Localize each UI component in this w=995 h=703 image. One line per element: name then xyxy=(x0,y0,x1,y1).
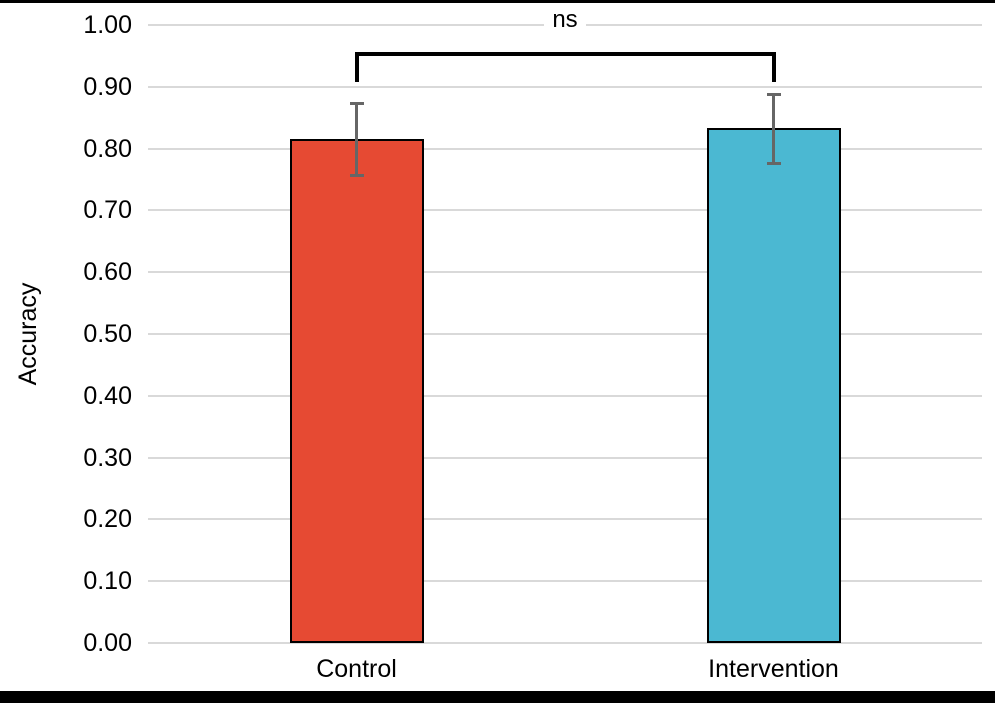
error-cap-bottom-control xyxy=(349,174,364,178)
y-tick-label: 0.00 xyxy=(83,629,132,657)
bar-intervention xyxy=(706,128,841,643)
error-bar-control xyxy=(355,102,358,177)
gridline xyxy=(148,333,982,335)
y-tick-label: 0.70 xyxy=(83,196,132,225)
gridline xyxy=(148,209,982,212)
significance-label: ns xyxy=(465,6,665,34)
y-tick-label: 0.60 xyxy=(83,258,132,287)
gridline xyxy=(148,580,982,583)
y-tick-label: 0.80 xyxy=(83,134,132,163)
bar-control xyxy=(289,139,424,643)
y-tick-label: 0.90 xyxy=(83,72,132,101)
error-cap-top-control xyxy=(349,102,364,106)
y-tick-label: 0.30 xyxy=(83,443,132,472)
gridline xyxy=(148,518,982,521)
y-tick-label: 0.20 xyxy=(83,505,132,534)
gridline xyxy=(148,271,982,274)
y-tick-label: 1.00 xyxy=(83,11,132,39)
gridline xyxy=(148,85,982,88)
category-label-intervention: Intervention xyxy=(708,655,839,683)
figure-bottom-border xyxy=(0,691,995,703)
gridline xyxy=(148,456,982,459)
gridline xyxy=(148,147,982,150)
plot-area xyxy=(148,24,982,644)
y-tick-label: 0.10 xyxy=(83,567,132,596)
significance-bracket xyxy=(354,52,776,82)
error-cap-bottom-intervention xyxy=(766,162,781,166)
error-bar-intervention xyxy=(772,92,775,165)
y-tick-label: 0.50 xyxy=(83,320,132,348)
error-cap-top-intervention xyxy=(766,92,781,96)
gridline xyxy=(148,394,982,397)
category-label-control: Control xyxy=(316,655,397,683)
y-tick-label: 0.40 xyxy=(83,381,132,410)
figure-top-border xyxy=(0,0,995,3)
gridline xyxy=(148,642,982,644)
